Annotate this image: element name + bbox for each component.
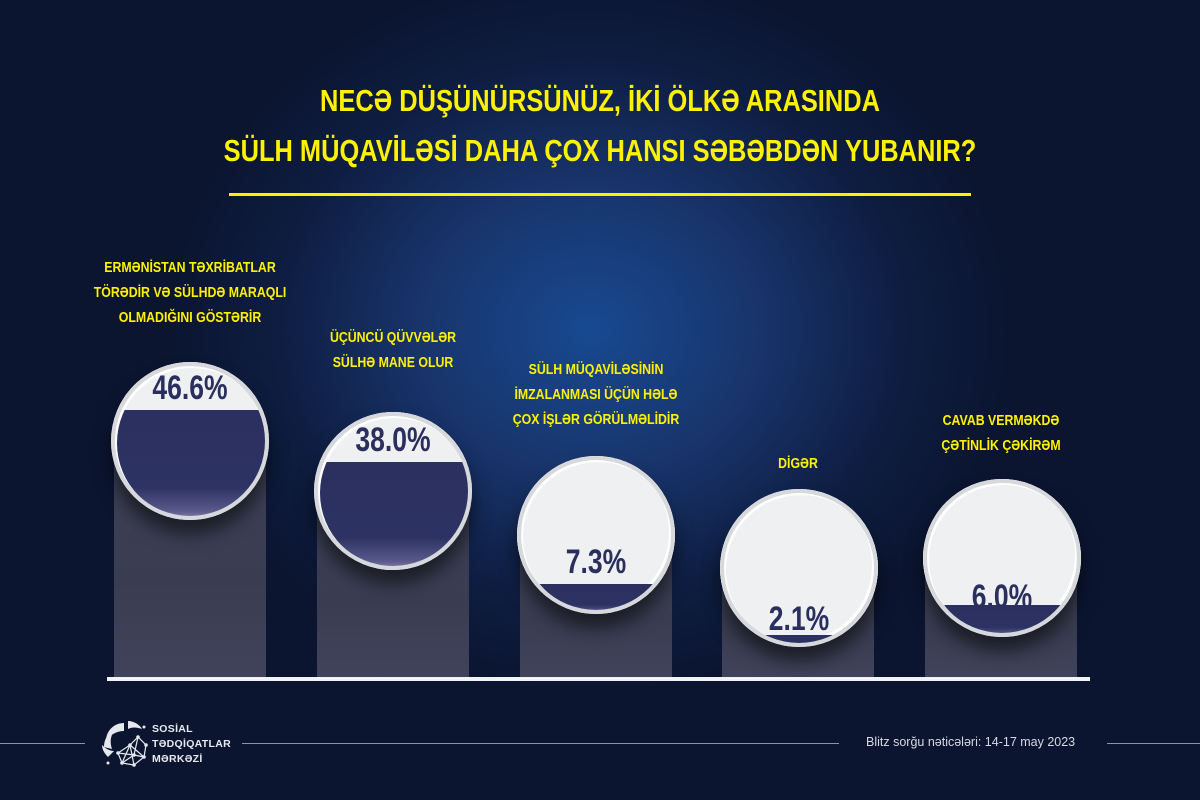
value-text-4: 2.1%	[768, 600, 830, 638]
value-fill-4	[720, 635, 878, 647]
value-fill-5	[923, 605, 1081, 637]
value-circle-1: 46.6%	[111, 362, 269, 520]
value-circle-4: 2.1%	[720, 489, 878, 647]
publisher-name: SOSİAL TƏDQİQATLAR MƏRKƏZİ	[152, 723, 231, 765]
category-label-4: DİGƏR	[778, 456, 818, 472]
category-label-5: CAVAB VERMƏKDƏ ÇƏTİNLİK ÇƏKİRƏM	[941, 413, 1061, 454]
value-fill-3	[517, 584, 675, 614]
value-text-5: 6.0%	[971, 578, 1033, 616]
category-label-3: SÜLH MÜQAVİLƏSİNİN İMZALANMASI ÜÇÜN HƏLƏ…	[512, 362, 680, 428]
chart-baseline	[107, 677, 1090, 681]
value-fill-1	[111, 410, 269, 520]
value-circle-2: 38.0%	[314, 412, 472, 570]
value-text-3: 7.3%	[565, 543, 627, 581]
value-text-1: 46.6%	[152, 369, 228, 407]
chart-title-line-1: NECƏ DÜŞÜNÜRSÜNÜZ, İKİ ÖLKƏ ARASINDA	[320, 83, 880, 118]
value-circle-3: 7.3%	[517, 456, 675, 614]
chart-title-line-2: SÜLH MÜQAVİLƏSİ DAHA ÇOX HANSI SƏBƏBDƏN …	[223, 133, 977, 168]
footer-rule-middle	[242, 743, 839, 744]
category-label-1: ERMƏNİSTAN TƏXRİBATLAR TÖRƏDİR VƏ SÜLHDƏ…	[93, 260, 287, 326]
value-text-2: 38.0%	[355, 421, 431, 459]
category-label-2: ÜÇÜNCÜ QÜVVƏLƏR SÜLHƏ MANE OLUR	[329, 330, 457, 371]
value-circle-5: 6.0%	[923, 479, 1081, 637]
title-underline	[229, 193, 971, 196]
value-fill-2	[314, 462, 472, 570]
footer-rule-right	[1107, 743, 1200, 744]
chart-title: NECƏ DÜŞÜNÜRSÜNÜZ, İKİ ÖLKƏ ARASINDA SÜL…	[108, 76, 1092, 176]
source-note: Blitz sorğu nəticələri: 14-17 may 2023	[866, 735, 1076, 749]
globe-network-logo-icon	[102, 721, 148, 767]
footer-rule-left	[0, 743, 85, 744]
